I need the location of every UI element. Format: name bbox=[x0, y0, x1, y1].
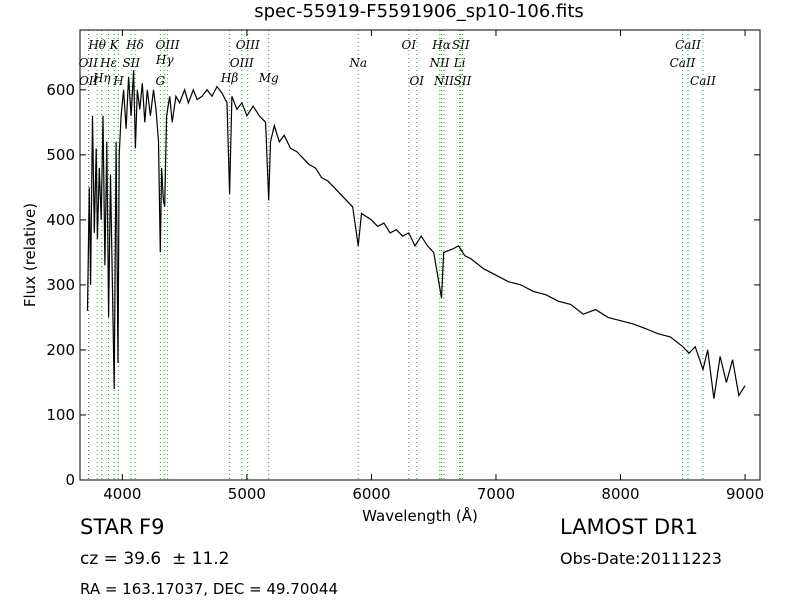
spectral-line-label: Li bbox=[453, 56, 466, 70]
redshift: cz = 39.6 ± 11.2 bbox=[80, 549, 229, 569]
y-axis-label: Flux (relative) bbox=[21, 203, 39, 307]
chart-title: spec-55919-F5591906_sp10-106.fits bbox=[254, 1, 584, 22]
y-tick-label: 0 bbox=[65, 471, 75, 489]
spectral-line-label: NII bbox=[429, 56, 450, 70]
spectral-line-label: Na bbox=[348, 56, 367, 70]
y-tick-label: 500 bbox=[46, 146, 75, 164]
spectral-line-label: SII bbox=[452, 38, 470, 52]
y-tick-label: 300 bbox=[46, 276, 75, 294]
y-tick-label: 600 bbox=[46, 81, 75, 99]
spectral-line-label: K bbox=[109, 38, 120, 52]
spectral-line-label: OII bbox=[79, 74, 99, 88]
y-tick-label: 400 bbox=[46, 211, 75, 229]
x-tick-label: 6000 bbox=[352, 485, 390, 503]
x-tick-label: 9000 bbox=[726, 485, 764, 503]
x-tick-label: 5000 bbox=[228, 485, 266, 503]
spectral-line-label: H bbox=[112, 74, 124, 88]
survey: LAMOST DR1 bbox=[560, 515, 698, 539]
spectral-line-label: Hδ bbox=[125, 38, 144, 52]
spectral-line-label: Hβ bbox=[220, 71, 238, 85]
spectral-line-label: NII bbox=[433, 74, 454, 88]
spectral-line-label: CaII bbox=[675, 38, 701, 52]
spectral-line-label: OIII bbox=[236, 38, 260, 52]
y-tick-label: 100 bbox=[46, 406, 75, 424]
spectral-line-label: SII bbox=[454, 74, 472, 88]
spectral-line-label: Hθ bbox=[87, 38, 106, 52]
subclass: F9 bbox=[139, 515, 164, 539]
x-axis-label: Wavelength (Å) bbox=[362, 506, 478, 525]
spectral-line-label: G bbox=[156, 74, 166, 88]
object-class: STAR bbox=[80, 515, 133, 539]
coordinates: RA = 163.17037, DEC = 49.70044 bbox=[80, 580, 338, 598]
x-tick-label: 8000 bbox=[601, 485, 639, 503]
spectrum-line bbox=[86, 70, 746, 399]
spectral-line-label: OI bbox=[409, 74, 424, 88]
plot-frame bbox=[79, 29, 761, 481]
spectral-line-label: Hγ bbox=[155, 53, 174, 67]
obs-date: Obs-Date:20111223 bbox=[560, 549, 722, 568]
spectral-line-label: OIII bbox=[230, 56, 254, 70]
spectral-line-label: OIII bbox=[156, 38, 180, 52]
spectral-line-label: Hα bbox=[431, 38, 451, 52]
spectral-line-label: Hε bbox=[99, 56, 117, 70]
spectral-line-label: Mg bbox=[258, 71, 279, 85]
spectral-line-label: OI bbox=[402, 38, 417, 52]
x-tick-label: 4000 bbox=[103, 485, 141, 503]
y-tick-label: 200 bbox=[46, 341, 75, 359]
spectral-line-label: SII bbox=[122, 56, 140, 70]
x-tick-label: 7000 bbox=[477, 485, 515, 503]
spectral-line-label: CaII bbox=[690, 74, 716, 88]
spectral-line-label: Hη bbox=[92, 71, 111, 85]
spectral-line-label: CaII bbox=[670, 56, 696, 70]
